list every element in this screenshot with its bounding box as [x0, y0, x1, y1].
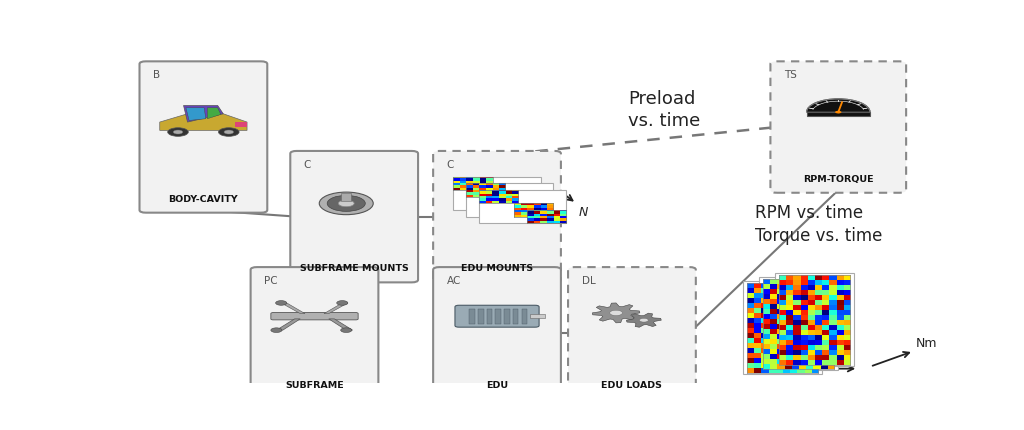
Polygon shape	[592, 303, 640, 323]
Wedge shape	[807, 100, 870, 113]
FancyBboxPatch shape	[433, 267, 561, 399]
Text: RPM: RPM	[785, 363, 812, 376]
Polygon shape	[329, 319, 352, 330]
Bar	[513, 309, 518, 324]
Circle shape	[168, 129, 188, 137]
Circle shape	[338, 200, 354, 207]
Bar	[496, 309, 501, 324]
Bar	[486, 309, 493, 324]
FancyBboxPatch shape	[251, 267, 379, 399]
Text: RPM-TORQUE: RPM-TORQUE	[803, 175, 873, 183]
FancyBboxPatch shape	[775, 274, 854, 366]
Text: SUBFRAME MOUNTS: SUBFRAME MOUNTS	[300, 264, 409, 273]
Text: SUBFRAME: SUBFRAME	[285, 380, 344, 389]
Text: EDU LOADS: EDU LOADS	[601, 380, 663, 389]
Bar	[807, 113, 870, 117]
Bar	[521, 309, 527, 324]
Circle shape	[836, 111, 842, 114]
Circle shape	[609, 310, 623, 316]
Bar	[504, 309, 510, 324]
Polygon shape	[186, 108, 206, 121]
FancyBboxPatch shape	[479, 190, 566, 224]
Text: C: C	[446, 159, 454, 169]
Text: Nm: Nm	[916, 337, 938, 350]
Circle shape	[275, 301, 287, 306]
FancyBboxPatch shape	[139, 62, 267, 213]
Bar	[469, 309, 475, 324]
Polygon shape	[236, 123, 247, 128]
Text: BODY-CAVITY: BODY-CAVITY	[169, 194, 239, 203]
Text: DL: DL	[582, 275, 595, 285]
Text: Preload
vs. time: Preload vs. time	[628, 90, 700, 130]
Text: C: C	[304, 159, 311, 169]
Circle shape	[639, 319, 648, 322]
Circle shape	[337, 301, 348, 306]
FancyBboxPatch shape	[743, 282, 822, 375]
Text: RPM vs. time
Torque vs. time: RPM vs. time Torque vs. time	[755, 204, 883, 244]
Circle shape	[468, 192, 525, 216]
Polygon shape	[183, 106, 223, 123]
Text: N: N	[579, 206, 588, 218]
Text: TS: TS	[784, 70, 797, 80]
Circle shape	[270, 328, 282, 333]
Text: EDU: EDU	[486, 380, 508, 389]
FancyBboxPatch shape	[454, 178, 541, 211]
Polygon shape	[324, 303, 348, 314]
Circle shape	[341, 328, 352, 333]
Circle shape	[328, 196, 366, 212]
Circle shape	[479, 197, 514, 211]
Text: B: B	[153, 70, 160, 80]
Polygon shape	[207, 108, 221, 120]
Circle shape	[490, 201, 504, 206]
FancyBboxPatch shape	[770, 62, 906, 194]
Text: EDU MOUNTS: EDU MOUNTS	[461, 264, 534, 273]
FancyBboxPatch shape	[270, 313, 358, 320]
FancyBboxPatch shape	[568, 267, 696, 399]
FancyBboxPatch shape	[290, 152, 418, 283]
Circle shape	[319, 193, 373, 215]
FancyBboxPatch shape	[466, 184, 553, 217]
FancyBboxPatch shape	[433, 152, 561, 283]
Bar	[341, 194, 351, 201]
Circle shape	[173, 131, 182, 135]
Circle shape	[224, 131, 233, 135]
Polygon shape	[627, 313, 662, 328]
Text: PC: PC	[264, 275, 278, 285]
Polygon shape	[282, 303, 305, 314]
Bar	[478, 309, 483, 324]
FancyBboxPatch shape	[455, 306, 539, 327]
Bar	[530, 314, 545, 319]
Polygon shape	[276, 319, 300, 330]
Circle shape	[218, 129, 239, 137]
Polygon shape	[160, 114, 247, 131]
Text: AC: AC	[446, 275, 461, 285]
FancyBboxPatch shape	[759, 278, 839, 371]
